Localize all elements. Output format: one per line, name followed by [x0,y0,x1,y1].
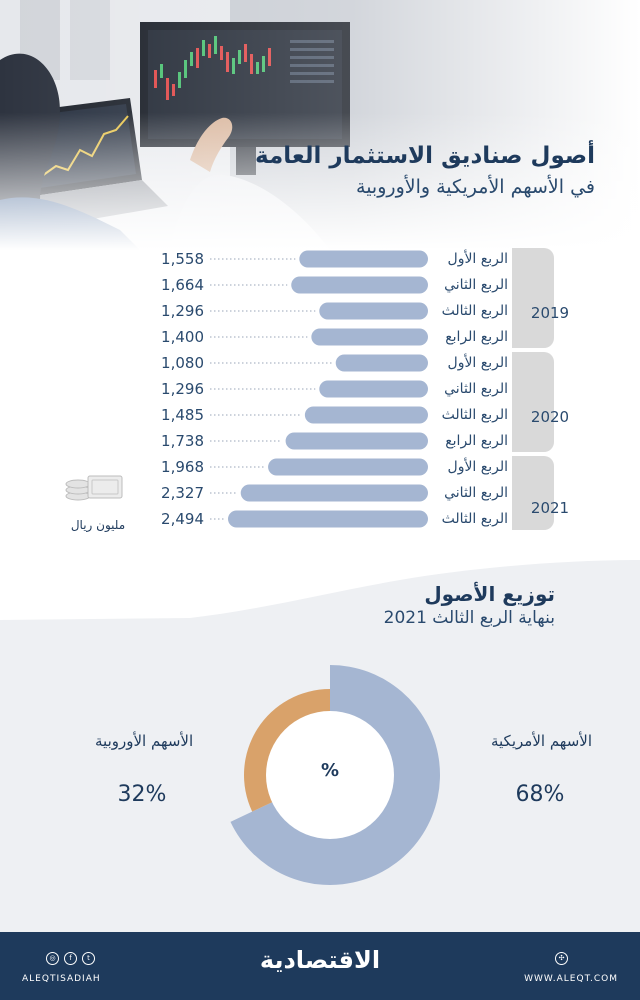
year-group-box-edge [512,456,526,530]
globe-icon: ✣ [555,952,568,965]
year-label: 2020 [530,408,570,426]
value-label: 1,485 [161,406,204,424]
quarter-label: الربع الأول [447,251,508,267]
donut-chart [230,665,440,885]
panel-top-curve [0,560,640,620]
value-label: 1,296 [161,302,204,320]
bar [299,250,428,268]
quarter-label: الربع الأول [447,459,508,475]
value-label: 1,400 [161,328,204,346]
bar [304,406,428,424]
year-group-box-edge [512,352,526,452]
brand-logo: الاقتصادية [259,946,381,974]
quarterly-assets-bar-chart: الربع الأول 1,558 الربع الثاني 1,664 الربع ا… [0,240,640,540]
slice-label-eu: الأسهم الأوروبية [95,732,194,750]
quarter-label: الربع الرابع [445,329,508,345]
slice-label-us: الأسهم الأمريكية [490,732,592,750]
year-label: 2021 [530,499,570,517]
bar [319,302,428,320]
value-label: 2,327 [161,484,204,502]
header-title-block: أصول صناديق الاستثمار العامة في الأسهم ا… [215,140,595,202]
trading-screens-illustration [0,0,640,250]
slice-value-eu: 32% [117,782,167,807]
bar [285,432,428,450]
page-title: أصول صناديق الاستثمار العامة [255,143,595,169]
value-label: 1,738 [161,432,204,450]
quarter-label: الربع الثاني [444,277,508,293]
value-label: 1,664 [161,276,204,294]
donut-subtitle: بنهاية الربع الثالث 2021 [383,608,555,628]
bar [311,328,428,346]
instagram-icon[interactable]: ◎ [46,952,59,965]
asset-distribution-panel: توزيع الأصول بنهاية الربع الثالث 2021 % … [0,560,640,932]
bar [319,380,428,398]
quarter-label: الربع الثالث [441,407,508,423]
bar [228,510,428,528]
quarter-label: الربع الثاني [444,381,508,397]
quarter-label: الربع الثالث [441,511,508,527]
year-label: 2019 [530,304,570,322]
quarter-label: الربع الثاني [444,485,508,501]
bar-chart-canvas [65,248,554,530]
header-photo: أصول صناديق الاستثمار العامة في الأسهم ا… [0,0,640,250]
bar [268,458,428,476]
year-group-box-edge [512,248,526,348]
facebook-icon[interactable]: f [64,952,77,965]
quarter-label: الربع الرابع [445,433,508,449]
bar [240,484,428,502]
footer: ◎ f t ALEQTISADIAH الاقتصادية ✣ WWW.ALEQ… [0,932,640,1000]
value-label: 1,296 [161,380,204,398]
donut-hole [266,711,394,839]
unit-label: مليون ريال [70,518,126,532]
quarter-label: الربع الثالث [441,303,508,319]
donut-center-label: % [320,760,340,781]
slice-value-us: 68% [515,782,565,807]
website-link[interactable]: WWW.ALEQT.COM [524,974,618,984]
value-label: 1,080 [161,354,204,372]
value-label: 1,968 [161,458,204,476]
page-subtitle: في الأسهم الأمريكية والأوروبية [356,176,595,198]
coins-icon [65,475,123,501]
value-label: 1,558 [161,250,204,268]
quarter-label: الربع الأول [447,355,508,371]
twitter-icon[interactable]: t [82,952,95,965]
bar [291,276,428,294]
value-label: 2,494 [161,510,204,528]
bar [335,354,428,372]
social-handle[interactable]: ALEQTISADIAH [22,974,101,984]
donut-title: توزيع الأصول [424,582,555,606]
